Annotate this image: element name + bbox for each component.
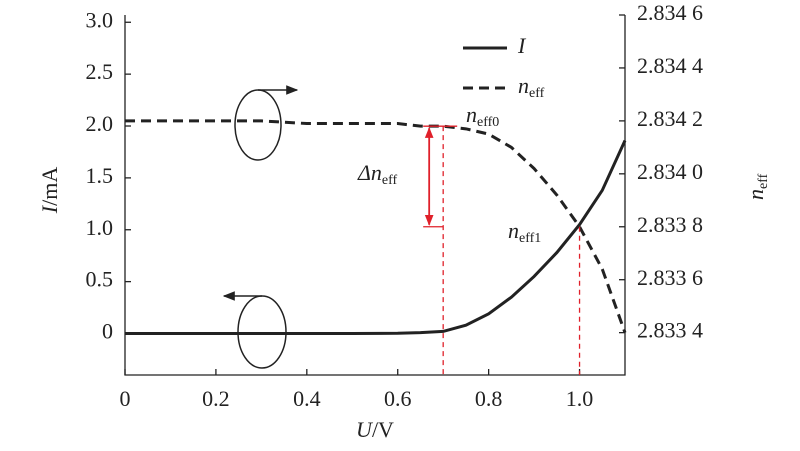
x-axis-label: U/V — [356, 417, 394, 442]
x-tick-label: 0.2 — [202, 386, 230, 411]
loop-right — [234, 89, 282, 161]
legend-label: I — [517, 33, 527, 58]
x-tick-label: 0 — [120, 386, 131, 411]
loop-left — [237, 295, 287, 369]
legend-label-symbol: n — [518, 73, 529, 98]
x-label-unit: /V — [372, 417, 394, 442]
annotation-symbol: n — [466, 102, 477, 127]
y-tick-label: 2.0 — [86, 111, 114, 136]
x-label-symbol: U — [356, 417, 374, 442]
y2-tick-label: 2.834 6 — [637, 0, 703, 25]
x-tick-label: 0.6 — [384, 386, 412, 411]
y2-axis-label-subscript: eff — [756, 173, 771, 189]
y2-axis-label-symbol: n — [743, 189, 768, 200]
y-tick-label: 0 — [102, 319, 113, 344]
annotation-symbol: n — [508, 218, 519, 243]
y2-tick-label: 2.834 4 — [637, 53, 703, 78]
y-axis-label: I/mA — [37, 167, 62, 215]
legend-label: neff — [518, 73, 545, 101]
series-line — [125, 119, 627, 334]
y-tick-label: 1.0 — [86, 215, 114, 240]
annotation-subscript: eff — [382, 173, 398, 188]
legend-label-subscript: eff — [529, 86, 545, 101]
y2-tick-label: 2.833 8 — [637, 212, 703, 237]
annotation: Δneff — [357, 160, 398, 188]
y-tick-label: 2.5 — [86, 59, 114, 84]
y2-tick-label: 2.833 6 — [637, 265, 703, 290]
y-label-symbol: I — [37, 204, 62, 214]
y2-axis-label: neff — [743, 173, 771, 200]
y-tick-label: 3.0 — [86, 7, 114, 32]
annotation: neff1 — [508, 218, 541, 246]
y-tick-label: 1.5 — [86, 163, 114, 188]
annotation-subscript: eff1 — [519, 231, 541, 246]
y2-tick-label: 2.834 0 — [637, 159, 703, 184]
series-line — [125, 139, 627, 336]
y-label-unit: /mA — [37, 167, 62, 206]
y-tick-label: 0.5 — [86, 267, 114, 292]
x-tick-label: 0.8 — [475, 386, 503, 411]
axes-frame — [124, 15, 626, 376]
annotation: neff0 — [466, 102, 499, 130]
x-tick-label: 1.0 — [566, 386, 594, 411]
x-tick-label: 0.4 — [293, 386, 321, 411]
annotation-subscript: eff0 — [477, 115, 499, 130]
y2-tick-label: 2.834 2 — [637, 106, 703, 131]
y2-tick-label: 2.833 4 — [637, 318, 703, 343]
annotation-symbol: Δn — [357, 160, 382, 185]
